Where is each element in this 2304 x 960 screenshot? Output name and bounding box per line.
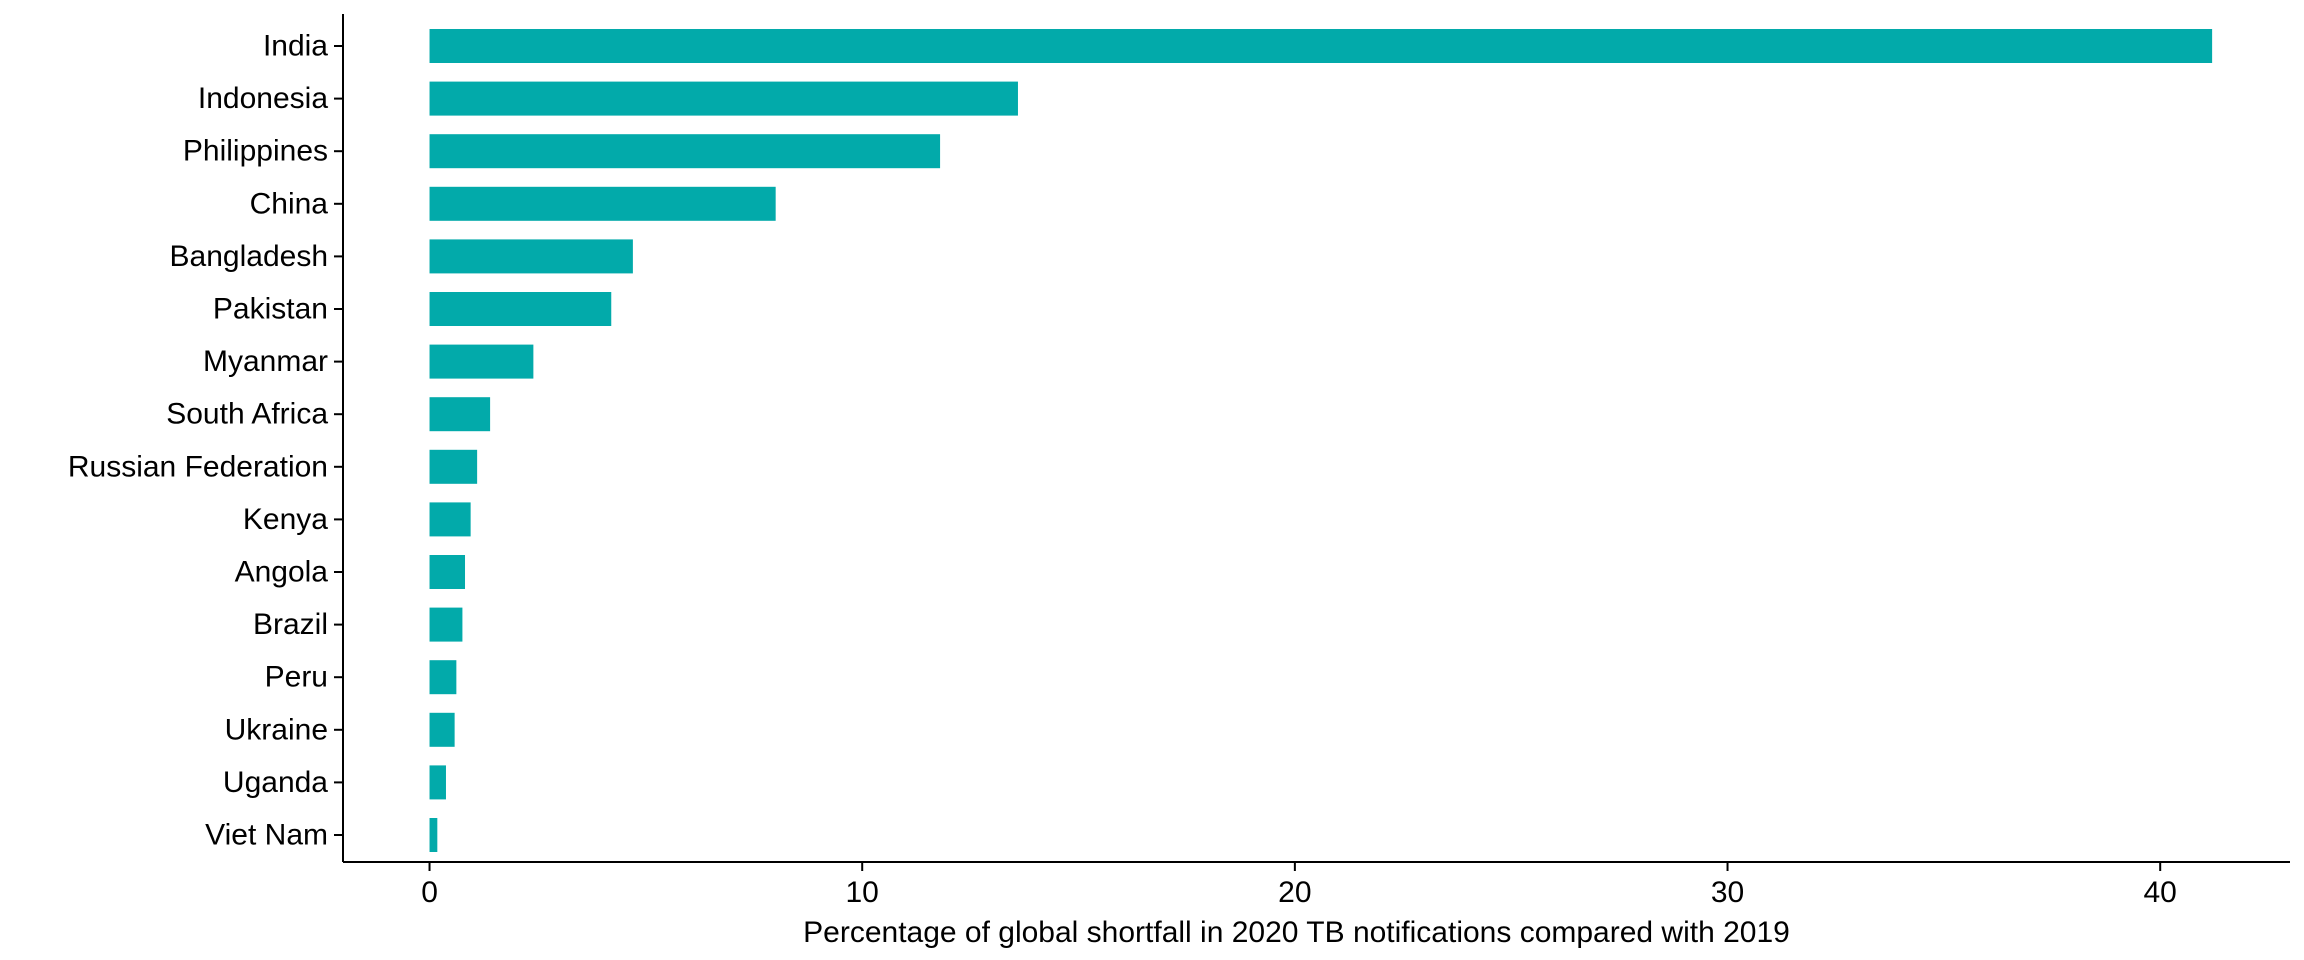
- category-label-kenya: Kenya: [243, 503, 328, 536]
- x-ticks: 0 10 20 30 40: [421, 862, 2177, 909]
- category-label-viet-nam: Viet Nam: [205, 819, 328, 852]
- bar-china: [429, 186, 776, 221]
- x-tick-label-20: 20: [1278, 876, 1311, 909]
- bar-brazil: [429, 607, 463, 642]
- x-tick-label-40: 40: [2144, 876, 2177, 909]
- x-tick-label-0: 0: [421, 876, 438, 909]
- bars-layer: [429, 29, 2213, 852]
- category-label-pakistan: Pakistan: [213, 293, 328, 326]
- axes-layer: [342, 14, 2290, 863]
- category-label-uganda: Uganda: [223, 766, 328, 799]
- bar-viet-nam: [429, 818, 438, 852]
- category-labels: India Indonesia Philippines China Bangladesh…: [68, 30, 343, 852]
- bar-india: [429, 29, 2213, 63]
- bar-bangladesh: [429, 239, 633, 274]
- bar-angola: [429, 555, 466, 589]
- bar-philippines: [429, 134, 941, 169]
- bar-russian-federation: [429, 449, 478, 484]
- category-label-indonesia: Indonesia: [198, 82, 328, 115]
- category-label-brazil: Brazil: [253, 608, 328, 641]
- category-label-ukraine: Ukraine: [225, 713, 328, 746]
- category-label-bangladesh: Bangladesh: [170, 240, 328, 273]
- x-axis-title: Percentage of global shortfall in 2020 T…: [803, 916, 1790, 949]
- bar-peru: [429, 660, 457, 695]
- bar-pakistan: [429, 292, 612, 326]
- category-label-china: China: [250, 187, 329, 220]
- category-label-angola: Angola: [235, 556, 329, 589]
- category-label-myanmar: Myanmar: [203, 345, 328, 378]
- x-tick-label-30: 30: [1711, 876, 1744, 909]
- category-label-peru: Peru: [265, 661, 328, 694]
- bar-ukraine: [429, 712, 455, 747]
- bar-south-africa: [429, 397, 491, 432]
- bar-kenya: [429, 502, 471, 537]
- category-label-russian-federation: Russian Federation: [68, 450, 328, 483]
- bar-myanmar: [429, 344, 534, 379]
- bar-uganda: [429, 765, 446, 800]
- category-label-india: India: [263, 30, 328, 63]
- bar-indonesia: [429, 81, 1018, 116]
- category-label-south-africa: South Africa: [166, 398, 328, 431]
- x-tick-label-10: 10: [846, 876, 879, 909]
- category-label-philippines: Philippines: [183, 135, 328, 168]
